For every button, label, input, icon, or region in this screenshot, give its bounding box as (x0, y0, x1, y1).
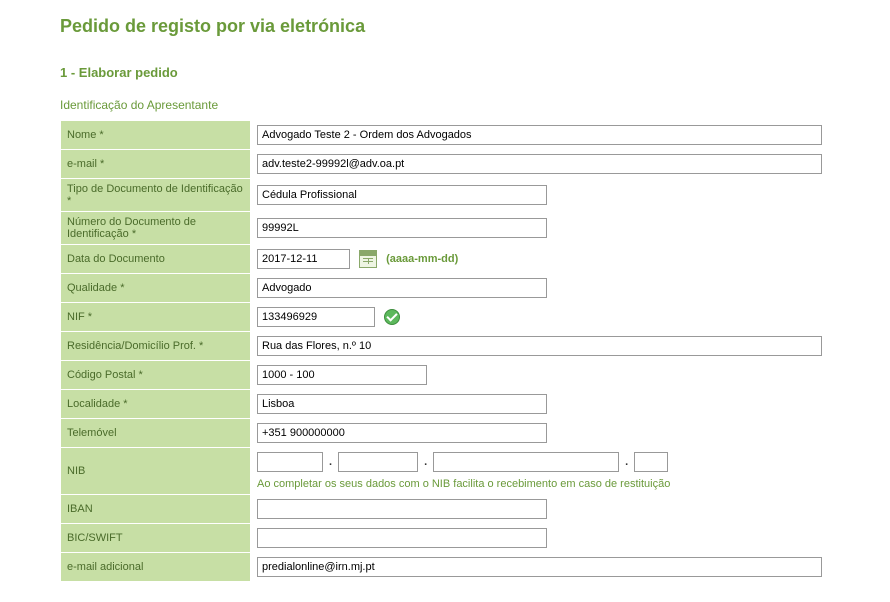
localidade-input[interactable] (257, 394, 547, 414)
email-add-input[interactable] (257, 557, 822, 577)
label-cp: Código Postal * (61, 361, 251, 390)
email-input[interactable] (257, 154, 822, 174)
label-email-add: e-mail adicional (61, 553, 251, 582)
telemovel-input[interactable] (257, 423, 547, 443)
nib-sep: . (327, 456, 334, 468)
page-title: Pedido de registo por via eletrónica (60, 16, 830, 37)
label-localidade: Localidade * (61, 390, 251, 419)
label-nome: Nome * (61, 121, 251, 150)
label-iban: IBAN (61, 495, 251, 524)
calendar-icon[interactable] (359, 250, 377, 268)
iban-input[interactable] (257, 499, 547, 519)
residencia-input[interactable] (257, 336, 822, 356)
nib-help-text: Ao completar os seus dados com o NIB fac… (257, 478, 823, 490)
nib-sep: . (422, 456, 429, 468)
label-nif: NIF * (61, 303, 251, 332)
tipo-doc-input[interactable] (257, 185, 547, 205)
check-icon (384, 309, 400, 325)
label-email: e-mail * (61, 150, 251, 179)
nib1-input[interactable] (257, 452, 323, 472)
cp-input[interactable] (257, 365, 427, 385)
nome-input[interactable] (257, 125, 822, 145)
nif-input[interactable] (257, 307, 375, 327)
label-bic: BIC/SWIFT (61, 524, 251, 553)
form-table: Nome * e-mail * Tipo de Documento de Ide… (60, 120, 830, 582)
label-data-doc: Data do Documento (61, 245, 251, 274)
nib4-input[interactable] (634, 452, 668, 472)
label-telemovel: Telemóvel (61, 419, 251, 448)
step-title: 1 - Elaborar pedido (60, 65, 830, 80)
label-qualidade: Qualidade * (61, 274, 251, 303)
nib2-input[interactable] (338, 452, 418, 472)
label-tipo-doc: Tipo de Documento de Identificação * (61, 179, 251, 212)
nib-sep: . (623, 456, 630, 468)
num-doc-input[interactable] (257, 218, 547, 238)
bic-input[interactable] (257, 528, 547, 548)
qualidade-input[interactable] (257, 278, 547, 298)
date-format-hint: (aaaa-mm-dd) (386, 253, 458, 265)
nib3-input[interactable] (433, 452, 619, 472)
label-residencia: Residência/Domicílio Prof. * (61, 332, 251, 361)
section-title: Identificação do Apresentante (60, 98, 830, 112)
label-num-doc: Número do Documento de Identificação * (61, 212, 251, 245)
data-doc-input[interactable] (257, 249, 350, 269)
label-nib: NIB (61, 448, 251, 495)
